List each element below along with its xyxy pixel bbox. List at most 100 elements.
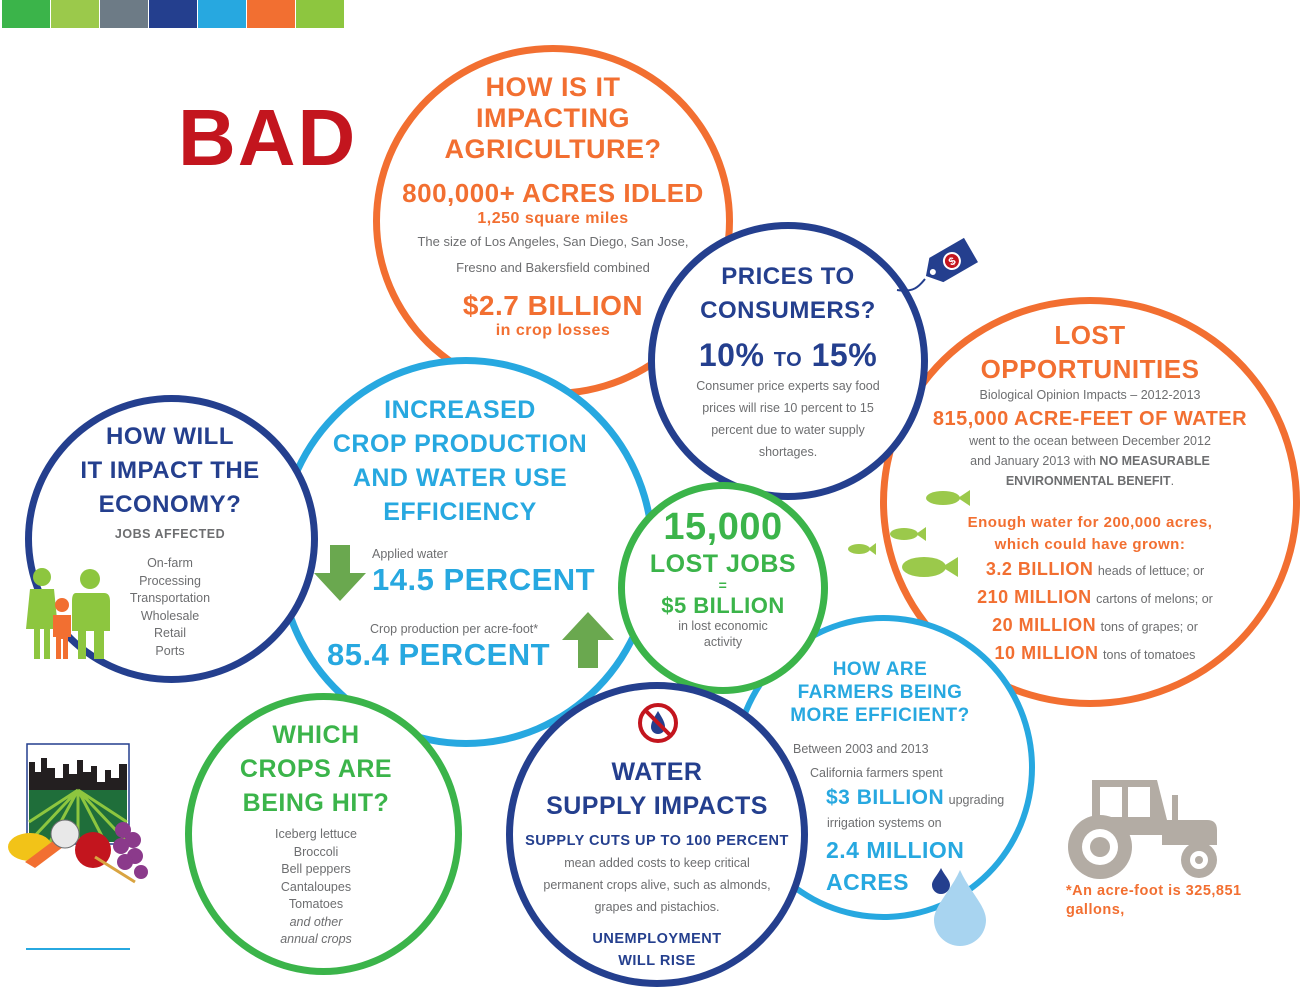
color-strip-block [198,0,246,28]
no-measurable: NO MEASURABLE [1099,454,1210,468]
prices-circle [648,222,928,500]
list-item: and other [289,914,343,929]
crops-heading-2: CROPS ARE [239,755,393,783]
no-water-icon [638,703,678,743]
jobs-content: 15,000 LOST JOBS = $5 BILLION in lost ec… [625,506,821,650]
farmers-upgrading: upgrading [948,793,1005,807]
water-supply-content: WATER SUPPLY IMPACTS SUPPLY CUTS UP TO 1… [515,755,799,972]
color-strip-block [149,0,197,28]
lost-jobs-number: 15,000 [663,506,783,548]
farmers-billion: $3 BILLION [826,786,945,809]
list-item: Retail [154,626,186,640]
farmers-heading: HOW ARE FARMERS BEING MORE EFFICIENT? [760,658,1000,727]
economy-heading-3: ECONOMY? [98,491,242,518]
agriculture-heading-1: HOW IS IT [485,72,621,102]
farmers-heading-1: HOW ARE [832,659,928,680]
crops-heading-3: BEING HIT? [242,789,390,817]
farmers-heading-3: MORE EFFICIENT? [790,705,970,726]
price-low: 10% [698,337,765,373]
farmers-acres: ACRES [826,869,910,895]
list-item: annual crops [280,932,352,946]
jobs-circle [618,482,828,694]
list-item: Wholesale [140,608,200,623]
crop-production-label: Crop production per acre-foot* [370,622,539,636]
list-item: Tomatoes [288,897,344,911]
list-item: On-farm [147,556,193,570]
jobs-text-2: activity [703,634,743,649]
arrow-up-icon [562,612,614,668]
color-strip-block [100,0,148,28]
farmers-heading-2: FARMERS BEING [797,682,963,703]
list-item: Cantaloupes [280,879,352,894]
crop-grown-item: 210 MILLION cartons of melons; or [977,587,1213,607]
tractor-icon [1068,780,1217,879]
economy-circle [25,395,318,683]
water-heading-1: WATER [611,758,703,786]
list-item: Bell peppers [281,862,351,876]
applied-water-value: 14.5 PERCENT [372,562,596,597]
acres-idled: 800,000+ ACRES IDLED [402,178,704,208]
jobs-billion: $5 BILLION [661,592,785,618]
crops-hit-circle [185,693,462,975]
water-heading-2: SUPPLY IMPACTS [546,792,768,820]
price-to: TO [773,349,803,371]
list-item: Processing [139,573,201,588]
environmental-benefit: ENVIRONMENTAL BENEFIT [1005,474,1171,488]
crop-grown-item: 20 MILLION tons of grapes; or [992,615,1198,635]
enough-water: Enough water for 200,000 acres, which co… [945,512,1235,556]
crops-heading-1: WHICH [272,721,360,749]
economy-heading-1: HOW WILL [106,423,234,450]
color-strip-block [296,0,344,28]
agriculture-heading-2: IMPACTING [476,103,630,133]
opportunities-heading-1: LOST [1054,320,1126,350]
prices-content: PRICES TO CONSUMERS? 10% TO 15% Consumer… [655,260,921,463]
fish-icon [848,543,876,555]
efficiency-heading-3: AND WATER USE [352,464,568,492]
size-text-1: The size of Los Angeles, San Diego, San … [417,234,689,250]
economy-heading-2: IT IMPACT THE [80,457,260,484]
divider [26,948,130,950]
efficiency-heading-1: INCREASED [384,396,536,424]
family-icon [26,568,110,659]
arrow-down-icon [314,545,366,601]
efficiency-heading-4: EFFICIENCY [383,498,537,526]
color-strip-block [247,0,295,28]
crop-grown-item: 10 MILLION tons of tomatoes [994,643,1196,663]
prices-text-2: prices will rise 10 percent to 15 [702,401,874,416]
list-item: Transportation [129,591,211,605]
biological-opinion: Biological Opinion Impacts – 2012-2013 [979,388,1201,402]
list-item: Ports [155,643,185,658]
square-miles: 1,250 square miles [477,209,629,227]
prices-text-3: percent due to water supply [711,423,865,438]
fish-icon [890,527,926,541]
opportunities-text-2: and January 2013 with [970,454,1100,468]
opportunities-text-1: went to the ocean between December 2012 [969,434,1211,448]
farmers-text-2: California farmers spent [810,766,943,780]
footnote-2: gallons, [1066,902,1125,918]
farm-logo [8,743,148,884]
economy-list: On-farm Processing Transportation Wholes… [70,555,270,660]
economy-heading: HOW WILL IT IMPACT THE ECONOMY? [55,420,285,522]
applied-water-label: Applied water [372,547,448,561]
crops-grown-list: 3.2 BILLION heads of lettuce; or 210 MIL… [930,557,1260,669]
efficiency-heading: INCREASED CROP PRODUCTION AND WATER USE … [300,393,620,529]
equals-sign: = [718,577,728,594]
prices-heading-1: PRICES TO [721,263,855,290]
fish-icon [926,490,970,506]
lost-jobs-label: LOST JOBS [649,549,797,578]
size-text-2: Fresno and Bakersfield combined [456,260,650,276]
prices-text-1: Consumer price experts say food [696,379,880,394]
price-high: 15% [811,337,878,373]
color-strip-block [51,0,99,28]
farmers-billion-line: $3 BILLION upgrading [826,786,1004,809]
enough-water-1: Enough water for 200,000 acres, [967,514,1213,531]
water-text-2: permanent crops alive, such as almonds, [543,877,771,892]
enough-water-2: which could have grown: [994,536,1186,553]
acre-feet-water: 815,000 ACRE-FEET OF WATER [932,408,1248,430]
jobs-affected: JOBS AFFECTED [114,527,226,541]
fish-icon [902,557,958,577]
crop-loss-billion: $2.7 BILLION [462,290,644,322]
list-item: Iceberg lettuce [275,827,357,841]
opportunities-heading-2: OPPORTUNITIES [980,354,1200,384]
prices-heading-2: CONSUMERS? [700,297,876,324]
